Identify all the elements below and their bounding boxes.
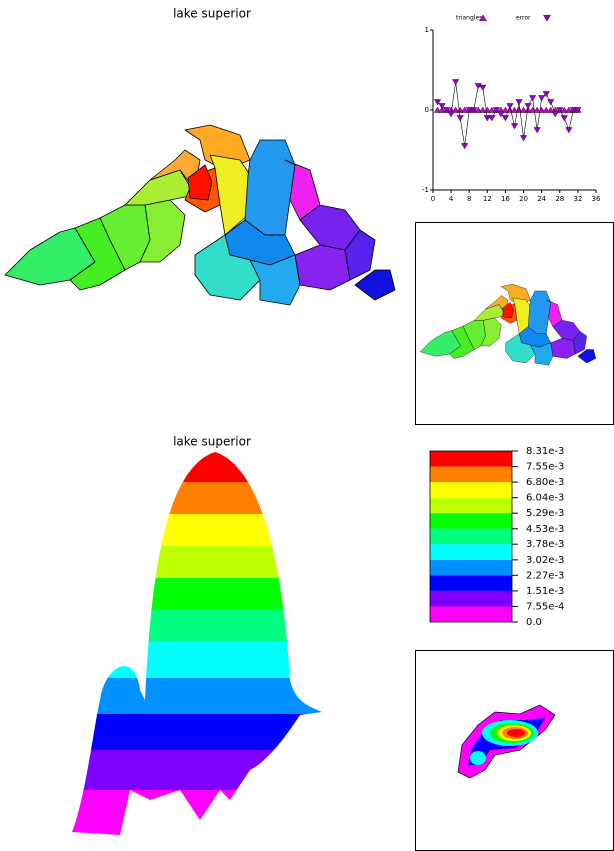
tick-label: 6.80e-3 xyxy=(526,477,564,488)
lake-map-small xyxy=(420,284,596,365)
point-marker xyxy=(461,143,467,148)
point-marker xyxy=(561,115,567,120)
color-band xyxy=(430,513,512,529)
tick-label: 5.29e-3 xyxy=(526,508,564,519)
point-marker xyxy=(520,135,526,140)
point-marker xyxy=(457,115,463,120)
y-tick-label: -1 xyxy=(422,186,429,194)
color-band xyxy=(430,529,512,544)
point-marker xyxy=(566,127,572,132)
tick-label: 3.78e-3 xyxy=(526,539,564,550)
x-tick-label: 12 xyxy=(483,195,492,203)
color-band xyxy=(430,498,512,513)
color-band xyxy=(430,467,512,482)
lake-map xyxy=(5,125,395,305)
y-tick-label: 1 xyxy=(425,26,429,34)
color-band xyxy=(430,451,512,467)
tick-label: 7.55e-4 xyxy=(526,601,564,612)
x-tick-label: 24 xyxy=(537,195,546,203)
x-tick-label: 20 xyxy=(519,195,528,203)
x-tick-label: 16 xyxy=(501,195,510,203)
tick-label: 6.04e-3 xyxy=(526,493,564,504)
legend-label: error xyxy=(516,15,531,22)
color-band xyxy=(430,482,512,498)
map-panel xyxy=(416,223,614,425)
color-band xyxy=(430,591,512,607)
point-marker xyxy=(534,127,540,132)
tick-label: 8.31e-3 xyxy=(526,446,564,457)
tick-label: 2.27e-3 xyxy=(526,570,564,581)
tick-label: 3.02e-3 xyxy=(526,555,564,566)
point-marker xyxy=(525,103,531,108)
point-marker xyxy=(511,123,517,128)
surface-plot xyxy=(60,440,330,840)
surface-title: lake superior xyxy=(173,435,251,449)
point-marker xyxy=(552,111,558,116)
colorbar: 8.31e-3 7.55e-3 6.80e-3 6.04e-3 5.29e-3 4.53e… xyxy=(430,446,564,628)
tick-label: 4.53e-3 xyxy=(526,524,564,535)
map-title: lake superior xyxy=(173,7,251,21)
point-marker xyxy=(452,79,458,84)
point-marker xyxy=(548,99,554,104)
x-tick-label: 28 xyxy=(555,195,564,203)
y-tick-label: 0 xyxy=(425,106,429,114)
x-tick-label: 32 xyxy=(573,195,582,203)
x-tick-label: 8 xyxy=(467,195,471,203)
tick-label: 1.51e-3 xyxy=(526,586,564,597)
color-band xyxy=(430,544,512,560)
x-tick-label: 4 xyxy=(449,195,454,203)
point-marker xyxy=(507,103,513,108)
tick-label: 7.55e-3 xyxy=(526,462,564,473)
point-marker xyxy=(538,95,544,100)
page: lake superior -10104812162024283236trian… xyxy=(0,0,614,851)
point-marker xyxy=(448,111,454,116)
legend-marker xyxy=(544,15,551,21)
x-tick-label: 0 xyxy=(431,195,435,203)
point-marker xyxy=(529,95,535,100)
legend-label: triangles xyxy=(456,15,482,22)
color-band xyxy=(430,606,512,622)
x-tick-label: 36 xyxy=(592,195,601,203)
point-marker xyxy=(516,99,522,104)
tick-label: 0.0 xyxy=(526,617,542,628)
color-band xyxy=(430,575,512,591)
point-marker xyxy=(480,85,486,90)
heat-blob xyxy=(458,705,555,778)
color-band xyxy=(430,560,512,575)
point-marker xyxy=(502,115,508,120)
